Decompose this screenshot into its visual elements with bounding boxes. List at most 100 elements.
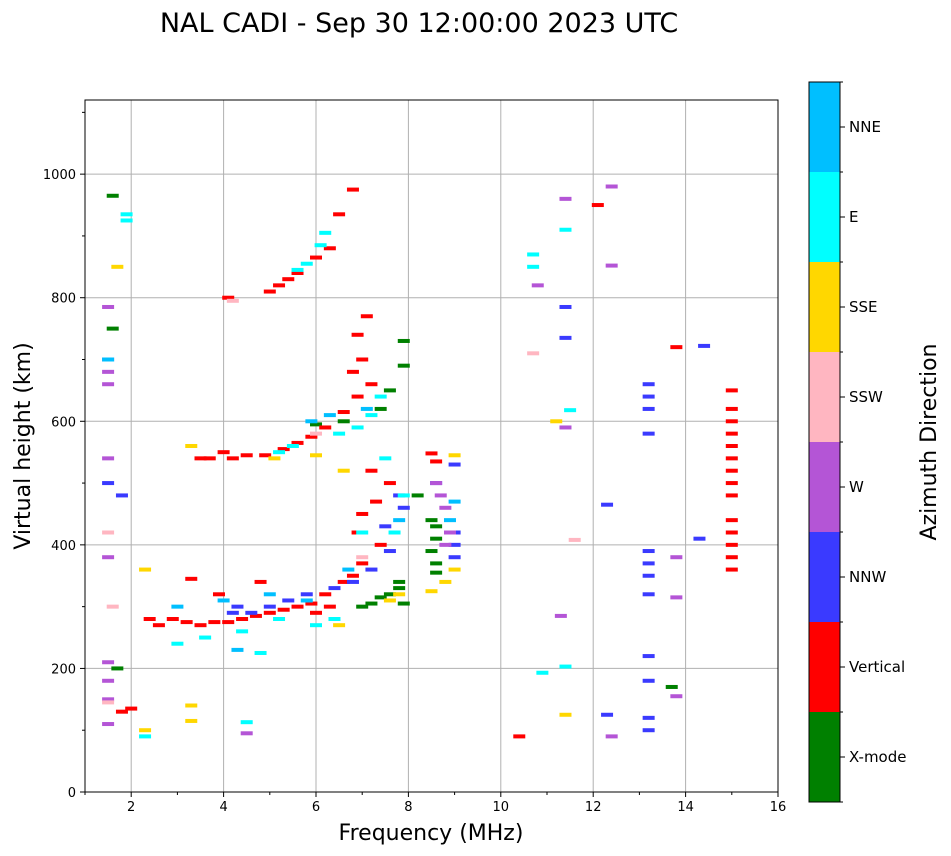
data-point <box>356 511 369 516</box>
colorbar-segment <box>809 622 840 712</box>
data-point <box>439 542 452 547</box>
data-point <box>102 660 115 665</box>
x-axis-ticks: 2 4 6 8 10 12 14 16 <box>84 792 787 815</box>
data-point <box>226 610 239 615</box>
x-tick-label: 2 <box>127 800 135 815</box>
data-point <box>397 363 410 368</box>
data-point <box>245 610 258 615</box>
data-point <box>231 604 244 609</box>
data-point <box>443 518 456 523</box>
colorbar-segment <box>809 352 840 442</box>
data-point <box>337 579 350 584</box>
data-point <box>277 447 290 452</box>
data-point <box>203 456 216 461</box>
data-point <box>559 304 572 309</box>
data-point <box>642 573 655 578</box>
data-point <box>282 277 295 282</box>
data-point <box>222 295 235 300</box>
data-point <box>725 555 738 560</box>
colorbar-tick-label: SSE <box>849 298 878 316</box>
data-point <box>226 456 239 461</box>
data-point <box>725 542 738 547</box>
data-point <box>102 555 115 560</box>
data-point <box>102 530 115 535</box>
x-tick-label: 16 <box>770 800 787 815</box>
data-point <box>605 184 618 189</box>
data-point <box>360 314 373 319</box>
data-point <box>236 629 249 634</box>
data-point <box>365 382 378 387</box>
data-point <box>333 212 346 217</box>
data-point <box>693 536 706 541</box>
data-point <box>240 720 253 725</box>
y-tick-label: 800 <box>51 292 76 307</box>
data-point <box>254 579 267 584</box>
data-point <box>397 505 410 510</box>
data-point <box>333 431 346 436</box>
data-point <box>356 561 369 566</box>
data-point <box>291 604 304 609</box>
data-point <box>310 431 322 436</box>
data-point <box>300 261 313 266</box>
data-point <box>319 230 332 235</box>
colorbar-tick-label: NNE <box>849 118 881 136</box>
colorbar-label: Azimuth Direction <box>917 343 942 540</box>
data-point <box>725 456 738 461</box>
data-point <box>360 406 373 411</box>
data-point <box>323 413 336 418</box>
colorbar-segment <box>809 712 840 802</box>
data-point <box>115 493 128 498</box>
data-point <box>102 678 115 683</box>
data-point <box>642 406 655 411</box>
data-point <box>430 570 443 575</box>
data-point <box>328 586 341 591</box>
data-point <box>513 734 526 739</box>
data-point <box>536 670 549 675</box>
data-point <box>199 635 212 640</box>
x-tick-label: 8 <box>404 800 412 815</box>
colorbar-segment <box>809 262 840 352</box>
data-point <box>286 444 299 448</box>
data-point <box>605 734 618 739</box>
data-point <box>152 623 165 628</box>
data-point <box>383 388 396 393</box>
data-point <box>393 518 406 523</box>
data-point <box>346 573 359 578</box>
data-point <box>383 592 396 597</box>
data-point <box>642 592 655 597</box>
x-axis-label: Frequency (MHz) <box>339 821 524 846</box>
data-point <box>236 617 249 621</box>
data-point <box>277 607 290 612</box>
data-point <box>642 678 655 683</box>
data-point <box>305 419 318 424</box>
data-point <box>559 664 572 669</box>
data-point <box>231 647 244 652</box>
colorbar-segment <box>809 442 840 532</box>
data-point <box>217 450 230 455</box>
data-point <box>102 304 115 309</box>
data-point <box>217 598 230 603</box>
data-point <box>240 731 253 736</box>
data-point <box>365 413 378 418</box>
data-point <box>268 456 281 461</box>
data-point <box>425 451 438 456</box>
data-point <box>430 536 443 541</box>
x-tick-label: 10 <box>493 800 510 815</box>
data-point <box>120 212 133 217</box>
data-point <box>120 218 133 223</box>
data-point <box>725 530 738 535</box>
data-point <box>139 567 152 572</box>
data-point <box>171 604 184 609</box>
data-point <box>249 613 262 618</box>
plot-area <box>85 100 778 792</box>
data-point <box>273 450 286 455</box>
data-point <box>319 592 332 597</box>
data-point <box>425 549 438 554</box>
data-point <box>346 369 359 374</box>
data-point <box>356 555 369 560</box>
data-point <box>323 604 336 609</box>
data-point <box>642 715 655 720</box>
colorbar-tick-label: E <box>849 208 858 226</box>
y-tick-label: 200 <box>51 662 76 677</box>
data-point <box>388 530 401 535</box>
